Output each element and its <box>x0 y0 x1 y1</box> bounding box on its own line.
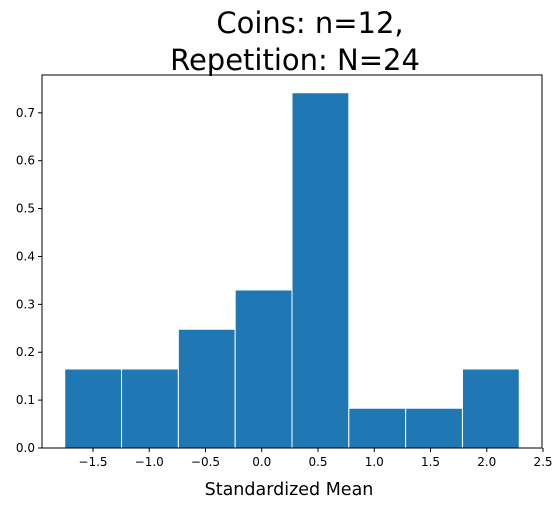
x-tick-label: 2.5 <box>533 455 552 469</box>
x-axis: −1.5 −1.0 −0.5 0.0 0.5 1.0 1.5 2.0 2.5 <box>78 448 553 469</box>
chart-title-line-2: Repetition: N=24 <box>170 43 420 77</box>
histogram-bar-4 <box>234 289 293 449</box>
histogram-bar-5 <box>291 92 350 449</box>
x-tick-label: 1.5 <box>421 455 440 469</box>
histogram-bar-8 <box>461 368 520 449</box>
histogram-bar-1 <box>64 368 123 449</box>
x-tick-label: 2.0 <box>477 455 496 469</box>
y-tick-label: 0.2 <box>16 345 35 359</box>
x-tick-label: −0.5 <box>191 455 220 469</box>
histogram-bar-7 <box>405 407 463 449</box>
y-tick-label: 0.5 <box>16 202 35 216</box>
y-axis: 0.0 0.1 0.2 0.3 0.4 0.5 0.6 0.7 <box>16 106 42 455</box>
x-tick-label: 0.0 <box>252 455 271 469</box>
x-tick-label: 0.5 <box>308 455 327 469</box>
histogram-bar-6 <box>348 407 407 449</box>
x-tick-label: 1.0 <box>365 455 384 469</box>
y-tick-label: 0.0 <box>16 441 35 455</box>
y-tick-label: 0.6 <box>16 154 35 168</box>
y-tick-label: 0.1 <box>16 393 35 407</box>
histogram-bar-3 <box>177 328 236 449</box>
chart-title-line-1: Coins: n=12, <box>216 6 403 40</box>
histogram-bar-2 <box>121 368 179 449</box>
y-tick-label: 0.4 <box>16 249 35 263</box>
bars-group <box>64 92 520 449</box>
x-axis-label: Standardized Mean <box>205 480 374 500</box>
plot-frame <box>41 74 543 449</box>
y-tick-label: 0.3 <box>16 297 35 311</box>
y-tick-label: 0.7 <box>16 106 35 120</box>
x-tick-label: −1.5 <box>78 455 107 469</box>
x-tick-label: −1.0 <box>135 455 164 469</box>
